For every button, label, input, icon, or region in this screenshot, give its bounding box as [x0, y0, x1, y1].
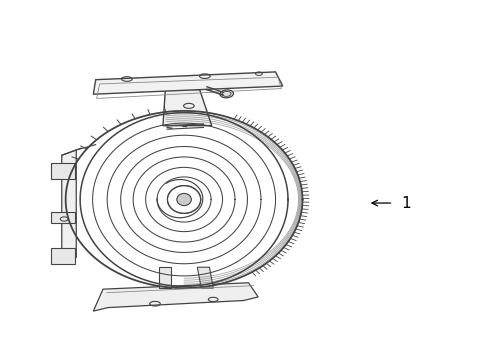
Polygon shape [197, 267, 213, 288]
Polygon shape [61, 150, 76, 258]
Polygon shape [93, 283, 258, 311]
Text: 1: 1 [401, 195, 410, 211]
Ellipse shape [177, 193, 191, 206]
Polygon shape [159, 267, 170, 288]
Polygon shape [93, 72, 282, 94]
FancyBboxPatch shape [51, 163, 75, 179]
Ellipse shape [220, 90, 233, 98]
Polygon shape [163, 90, 211, 126]
FancyBboxPatch shape [51, 248, 75, 264]
FancyBboxPatch shape [51, 212, 75, 223]
